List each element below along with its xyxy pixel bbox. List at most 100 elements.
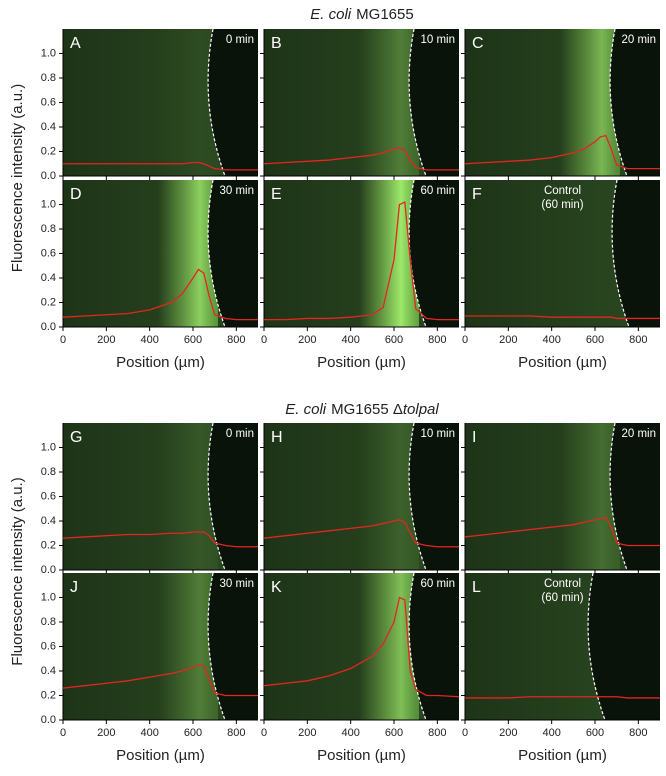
fluorescence-band — [560, 423, 620, 570]
colony-edge — [408, 28, 427, 177]
y-tick-label: 0.0 — [41, 170, 56, 182]
colony-edge — [207, 179, 226, 328]
x-tick-label: 800 — [629, 727, 647, 739]
x-tick-label: 400 — [341, 334, 359, 346]
x-tick-label: 200 — [499, 727, 517, 739]
x-tick-label: 400 — [542, 727, 560, 739]
outside-region — [409, 573, 459, 720]
colony-edge — [408, 572, 427, 721]
panel-label: K — [271, 579, 282, 596]
x-tick-label: 400 — [140, 334, 158, 346]
outside-region — [208, 29, 258, 176]
intensity-profile — [263, 147, 459, 171]
x-axis-label: Position (µm) — [518, 354, 607, 371]
x-tick-label: 800 — [227, 727, 245, 739]
y-tick-label: 0.2 — [41, 296, 56, 308]
x-tick-label: 400 — [140, 727, 158, 739]
colony-edge — [207, 28, 226, 177]
x-tick-label: 200 — [499, 334, 517, 346]
y-tick-label: 1.0 — [41, 441, 56, 453]
annotation: 60 min — [420, 578, 455, 590]
x-axis-label: Position (µm) — [317, 747, 406, 764]
y-tick-label: 0.6 — [41, 490, 56, 502]
x-axis-label: Position (µm) — [116, 747, 205, 764]
y-tick-label: 1.0 — [41, 198, 56, 210]
y-tick-label: 1.0 — [41, 591, 56, 603]
x-tick-label: 600 — [586, 727, 604, 739]
y-tick-label: 1.0 — [41, 47, 56, 59]
annotation: 30 min — [219, 185, 254, 197]
x-axis-label: Position (µm) — [116, 354, 205, 371]
annotation: 30 min — [219, 578, 254, 590]
y-tick-label: 0.0 — [41, 714, 56, 726]
x-tick-label: 200 — [298, 334, 316, 346]
y-tick-label: 0.2 — [41, 689, 56, 701]
x-tick-label: 600 — [385, 727, 403, 739]
intensity-profile — [465, 696, 660, 699]
x-tick-label: 800 — [629, 334, 647, 346]
panel-label: I — [472, 429, 476, 446]
outside-region — [409, 423, 459, 570]
colony-edge — [611, 179, 630, 328]
y-tick-label: 0.0 — [41, 321, 56, 333]
x-tick-label: 600 — [184, 727, 202, 739]
y-tick-label: 0.4 — [41, 515, 56, 527]
x-tick-label: 0 — [261, 727, 267, 739]
y-tick-label: 0.2 — [41, 539, 56, 551]
panel-label: C — [472, 35, 484, 52]
outside-region — [610, 29, 660, 176]
panel-label: J — [70, 579, 78, 596]
y-axis-label: Fluorescence intensity (a.u.) — [9, 84, 26, 272]
y-tick-label: 0.6 — [41, 247, 56, 259]
colony-edge — [207, 422, 226, 571]
annotation: Control — [544, 185, 581, 197]
colony-edge — [207, 572, 226, 721]
colony-edge — [609, 422, 628, 571]
title-part: E. coli — [285, 401, 327, 418]
y-axis-label: Fluorescence intensity (a.u.) — [9, 477, 26, 665]
outside-region — [588, 573, 660, 720]
x-axis-label: Position (µm) — [317, 354, 406, 371]
outside-region — [208, 573, 258, 720]
x-axis-label: Position (µm) — [518, 747, 607, 764]
x-tick-label: 400 — [341, 727, 359, 739]
intensity-profile — [62, 531, 258, 548]
y-tick-label: 0.8 — [41, 72, 56, 84]
y-tick-label: 0.8 — [41, 616, 56, 628]
intensity-profile — [263, 519, 459, 548]
panel-label: L — [472, 579, 481, 596]
colony-edge — [408, 422, 427, 571]
x-tick-label: 600 — [385, 334, 403, 346]
panel-label: A — [70, 35, 81, 52]
panel-label: F — [472, 186, 482, 203]
x-tick-label: 800 — [428, 334, 446, 346]
outside-region — [208, 180, 258, 327]
colony-edge — [609, 28, 628, 177]
fluorescence-band — [158, 180, 218, 327]
x-tick-label: 0 — [462, 334, 468, 346]
panel-label: H — [271, 429, 283, 446]
intensity-profile — [263, 596, 460, 698]
panel-label: E — [271, 186, 282, 203]
x-tick-label: 400 — [542, 334, 560, 346]
outside-region — [409, 29, 459, 176]
annotation: Control — [544, 578, 581, 590]
annotation: 0 min — [226, 34, 254, 46]
y-tick-label: 0.4 — [41, 272, 56, 284]
panel-label: D — [70, 186, 82, 203]
fluorescence-band — [158, 573, 218, 720]
outside-region — [208, 423, 258, 570]
title-part: E. coli — [310, 6, 352, 23]
intensity-profile — [464, 516, 660, 547]
colony-edge — [587, 572, 606, 721]
x-tick-label: 0 — [261, 334, 267, 346]
x-tick-label: 800 — [428, 727, 446, 739]
panel-label: G — [70, 429, 82, 446]
y-tick-label: 0.8 — [41, 223, 56, 235]
y-tick-label: 0.6 — [41, 640, 56, 652]
title-part: MG1655 Δ — [331, 401, 403, 418]
intensity-profile — [62, 664, 258, 697]
x-tick-label: 800 — [227, 334, 245, 346]
x-tick-label: 0 — [60, 334, 66, 346]
fluorescence-band — [359, 180, 419, 327]
